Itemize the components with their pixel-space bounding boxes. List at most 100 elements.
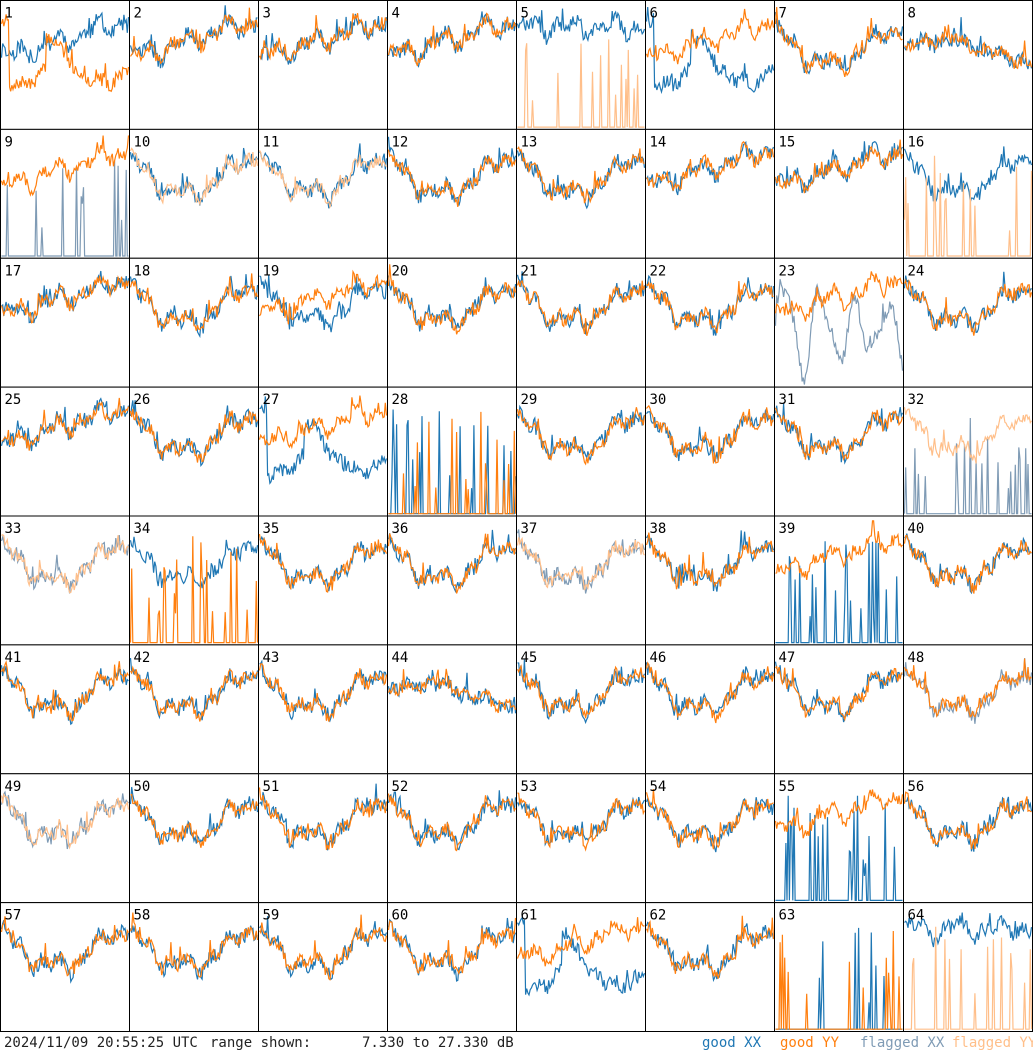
tile-label: 21 (521, 263, 538, 279)
series-yy (775, 520, 903, 580)
series-yy (258, 395, 388, 450)
tile-11: 11 (258, 128, 388, 259)
tile-label: 8 (908, 6, 916, 22)
tile-frame (0, 773, 130, 904)
tile-frame (387, 0, 517, 130)
legend-good-xx: good XX (702, 1035, 762, 1051)
series-yy (646, 140, 775, 191)
tile-label: 12 (392, 134, 409, 150)
legend-flagged-xx: flagged XX (860, 1035, 945, 1051)
tile-50: 50 (129, 773, 259, 904)
tile-31: 31 (774, 386, 904, 517)
tile-label: 38 (650, 521, 667, 537)
tile-label: 6 (650, 6, 658, 22)
tile-64: 64 (903, 902, 1033, 1032)
series-yy (903, 658, 1032, 718)
tile-label: 64 (908, 908, 925, 924)
tile-label: 26 (134, 392, 151, 408)
tile-label: 41 (5, 650, 22, 666)
footer-bar: 2024/11/09 20:55:25 UTC range shown: 7.3… (0, 1033, 1033, 1053)
tile-28: 28 (387, 386, 517, 517)
tile-frame (387, 773, 517, 904)
series-yy (0, 275, 130, 324)
tile-label: 48 (908, 650, 925, 666)
series-xx (904, 912, 1033, 948)
tile-label: 25 (5, 392, 22, 408)
tile-label: 44 (392, 650, 409, 666)
series-yy (387, 264, 517, 335)
tile-frame (645, 0, 775, 130)
series-xx (774, 141, 904, 194)
tile-label: 3 (263, 6, 271, 22)
series-xx (259, 659, 388, 723)
series-xx (774, 279, 904, 385)
series-yy (387, 668, 517, 714)
tile-label: 33 (5, 521, 22, 537)
tile-56: 56 (903, 773, 1033, 904)
series-yy (775, 930, 903, 1030)
tile-label: 24 (908, 263, 925, 279)
tile-label: 47 (779, 650, 796, 666)
series-xx (1, 160, 129, 257)
series-yy (774, 789, 904, 839)
series-yy (258, 13, 388, 62)
series-yy (129, 536, 259, 644)
tile-8: 8 (903, 0, 1033, 130)
tile-13: 13 (516, 128, 646, 259)
tile-61: 61 (516, 902, 646, 1032)
series-yy (645, 788, 774, 850)
tile-42: 42 (129, 644, 259, 775)
tile-43: 43 (258, 644, 388, 775)
series-yy (774, 271, 903, 322)
tile-label: 27 (263, 392, 280, 408)
series-yy (387, 149, 517, 208)
tile-label: 61 (521, 908, 538, 924)
series-xx (387, 275, 517, 332)
series-yy (129, 147, 259, 207)
series-yy (0, 916, 130, 977)
tile-frame (516, 128, 646, 259)
series-yy (516, 664, 646, 719)
range-label: range shown: (210, 1035, 312, 1051)
tile-label: 16 (908, 134, 925, 150)
tile-46: 46 (645, 644, 775, 775)
tile-20: 20 (387, 257, 517, 388)
series-yy (774, 139, 904, 194)
tile-47: 47 (774, 644, 904, 775)
tile-15: 15 (774, 128, 904, 259)
series-xx (259, 396, 388, 485)
tile-16: 16 (903, 128, 1033, 259)
tile-37: 37 (516, 515, 646, 646)
tile-label: 39 (779, 521, 796, 537)
tile-label: 58 (134, 908, 151, 924)
tile-label: 62 (650, 908, 667, 924)
tile-frame (0, 128, 130, 259)
series-yy (387, 12, 517, 67)
tile-33: 33 (0, 515, 130, 646)
series-xx (259, 13, 388, 65)
tile-4: 4 (387, 0, 517, 130)
tile-label: 22 (650, 263, 667, 279)
series-yy (517, 792, 646, 852)
tile-26: 26 (129, 386, 259, 517)
tile-40: 40 (903, 515, 1033, 646)
legend-good-yy: good YY (780, 1035, 840, 1051)
tile-5: 5 (516, 0, 646, 130)
series-yy (904, 24, 1033, 70)
series-yy (387, 533, 517, 594)
tile-59: 59 (258, 902, 388, 1032)
series-yy (259, 269, 388, 325)
tile-label: 49 (5, 779, 22, 795)
tile-label: 43 (263, 650, 280, 666)
tile-frame (774, 128, 904, 259)
tile-label: 63 (779, 908, 796, 924)
tile-label: 46 (650, 650, 667, 666)
tile-label: 54 (650, 779, 667, 795)
series-xx (129, 925, 258, 981)
series-yy (517, 39, 645, 128)
tile-label: 42 (134, 650, 151, 666)
tile-35: 35 (258, 515, 388, 646)
series-xx (904, 533, 1032, 595)
